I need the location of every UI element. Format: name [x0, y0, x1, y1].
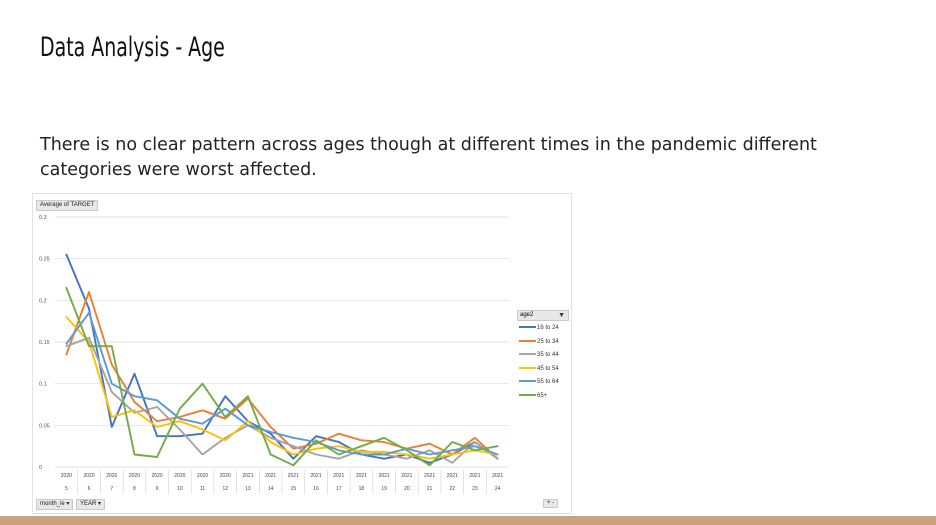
legend-swatch — [519, 393, 536, 396]
legend-swatch — [519, 339, 536, 342]
y-tick-label: 0.2 — [39, 298, 47, 304]
x-tick-year-label: 2021 — [356, 473, 367, 479]
legend-swatch — [519, 353, 536, 356]
y-tick-label: 0.05 — [39, 423, 50, 429]
x-tick-year-label: 2021 — [401, 473, 412, 479]
x-tick-month-label: 11 — [200, 486, 205, 492]
x-tick-year-label: 2020 — [129, 473, 140, 479]
x-tick-month-label: 5 — [65, 486, 68, 492]
slide-title: Data Analysis - Age — [40, 32, 225, 63]
x-tick-year-label: 2020 — [220, 473, 231, 479]
x-tick-month-label: 23 — [472, 486, 478, 492]
x-tick-month-label: 8 — [133, 486, 136, 492]
x-tick-year-label: 2020 — [83, 473, 94, 479]
x-tick-month-label: 24 — [495, 486, 501, 492]
slide-subtitle: There is no clear pattern across ages th… — [40, 135, 817, 180]
x-tick-month-label: 20 — [404, 486, 410, 492]
legend-item: 65+ — [519, 390, 559, 404]
x-tick-year-label: 2021 — [265, 473, 276, 479]
x-tick-month-label: 16 — [313, 486, 319, 492]
value-field-button[interactable]: Average of TARGET — [36, 200, 99, 211]
accent-bar — [0, 516, 936, 525]
series-line-25-to-34 — [65, 291, 499, 460]
legend-item: 35 to 44 — [519, 349, 559, 363]
year-field-button[interactable]: YEAR ▾ — [76, 499, 106, 510]
x-tick-month-label: 22 — [449, 486, 455, 492]
chart-legend: 16 to 24 25 to 34 35 to 44 45 to 54 55 to 64… — [519, 322, 559, 403]
x-tick-month-label: 13 — [245, 486, 251, 492]
legend-field-label: age2 — [520, 312, 534, 318]
value-field-label: Average of TARGET — [40, 202, 95, 208]
legend-label: 16 to 24 — [537, 325, 559, 331]
month-field-button[interactable]: month_ie ▾ — [36, 499, 74, 510]
x-tick-year-label: 2021 — [288, 473, 299, 479]
x-tick-year-label: 2020 — [61, 473, 72, 479]
x-tick-month-label: 21 — [427, 486, 433, 492]
year-field-label: YEAR — [80, 501, 97, 507]
x-tick-year-label: 2020 — [197, 473, 208, 479]
x-tick-month-label: 14 — [268, 486, 274, 492]
x-tick-month-label: 9 — [156, 486, 159, 492]
series-line-55-to-64 — [65, 311, 499, 456]
x-tick-year-label: 2021 — [333, 473, 344, 479]
legend-label: 55 to 64 — [537, 379, 559, 385]
x-tick-year-label: 2021 — [492, 473, 503, 479]
y-tick-label: 0.15 — [39, 340, 50, 346]
pivot-chart[interactable]: 0 0.05 0.1 0.15 0.2 0.25 0.3 2020 5 2020 6 2020 7 202… — [32, 193, 572, 514]
legend-item: 25 to 34 — [519, 336, 559, 350]
month-field-label: month_ie — [40, 501, 65, 507]
x-tick-year-label: 2020 — [152, 473, 163, 479]
line-chart-plot: 00.050.10.150.20.250.3202052020620207202… — [39, 215, 509, 494]
x-tick-year-label: 2021 — [469, 473, 480, 479]
x-tick-month-label: 12 — [222, 486, 228, 492]
series-line-65- — [65, 286, 499, 467]
legend-label: 35 to 44 — [537, 352, 559, 358]
legend-swatch — [519, 380, 536, 383]
legend-swatch — [519, 326, 536, 329]
x-tick-year-label: 2020 — [174, 473, 185, 479]
legend-label: 45 to 54 — [537, 365, 559, 372]
series-line-35-to-44 — [65, 336, 499, 464]
x-tick-month-label: 15 — [291, 486, 297, 492]
y-tick-label: 0 — [39, 465, 42, 471]
chevron-down-icon: ▾ — [98, 501, 102, 507]
x-tick-month-label: 10 — [177, 486, 183, 492]
expand-collapse-label: + - — [547, 500, 555, 506]
series-line-16-to-24 — [65, 253, 499, 464]
chevron-down-icon: ▾ — [66, 501, 70, 507]
legend-field-button[interactable]: age2 ▼ — [517, 310, 569, 321]
x-tick-month-label: 7 — [110, 486, 113, 492]
x-tick-month-label: 19 — [381, 486, 387, 492]
x-tick-month-label: 6 — [88, 486, 91, 492]
x-tick-year-label: 2021 — [242, 473, 253, 479]
legend-item: 16 to 24 — [519, 322, 559, 336]
legend-item: 55 to 64 — [519, 376, 559, 390]
y-tick-label: 0.1 — [39, 382, 47, 388]
x-tick-month-label: 17 — [336, 486, 342, 492]
legend-swatch — [519, 366, 536, 369]
series-line-45-to-54 — [65, 316, 499, 460]
legend-label: 25 to 34 — [537, 338, 559, 345]
legend-item: 45 to 54 — [519, 363, 559, 377]
x-tick-year-label: 2021 — [379, 473, 390, 479]
filter-icon[interactable]: ▼ — [558, 312, 565, 319]
x-tick-year-label: 2020 — [106, 473, 117, 479]
expand-collapse-buttons[interactable]: + - — [543, 499, 559, 508]
x-tick-month-label: 18 — [359, 486, 365, 492]
y-tick-label: 0.25 — [39, 257, 50, 263]
x-tick-year-label: 2021 — [424, 473, 435, 479]
x-tick-year-label: 2021 — [447, 473, 458, 479]
x-tick-year-label: 2021 — [310, 473, 321, 479]
legend-label: 65+ — [537, 392, 548, 399]
y-tick-label: 0.3 — [39, 215, 47, 221]
